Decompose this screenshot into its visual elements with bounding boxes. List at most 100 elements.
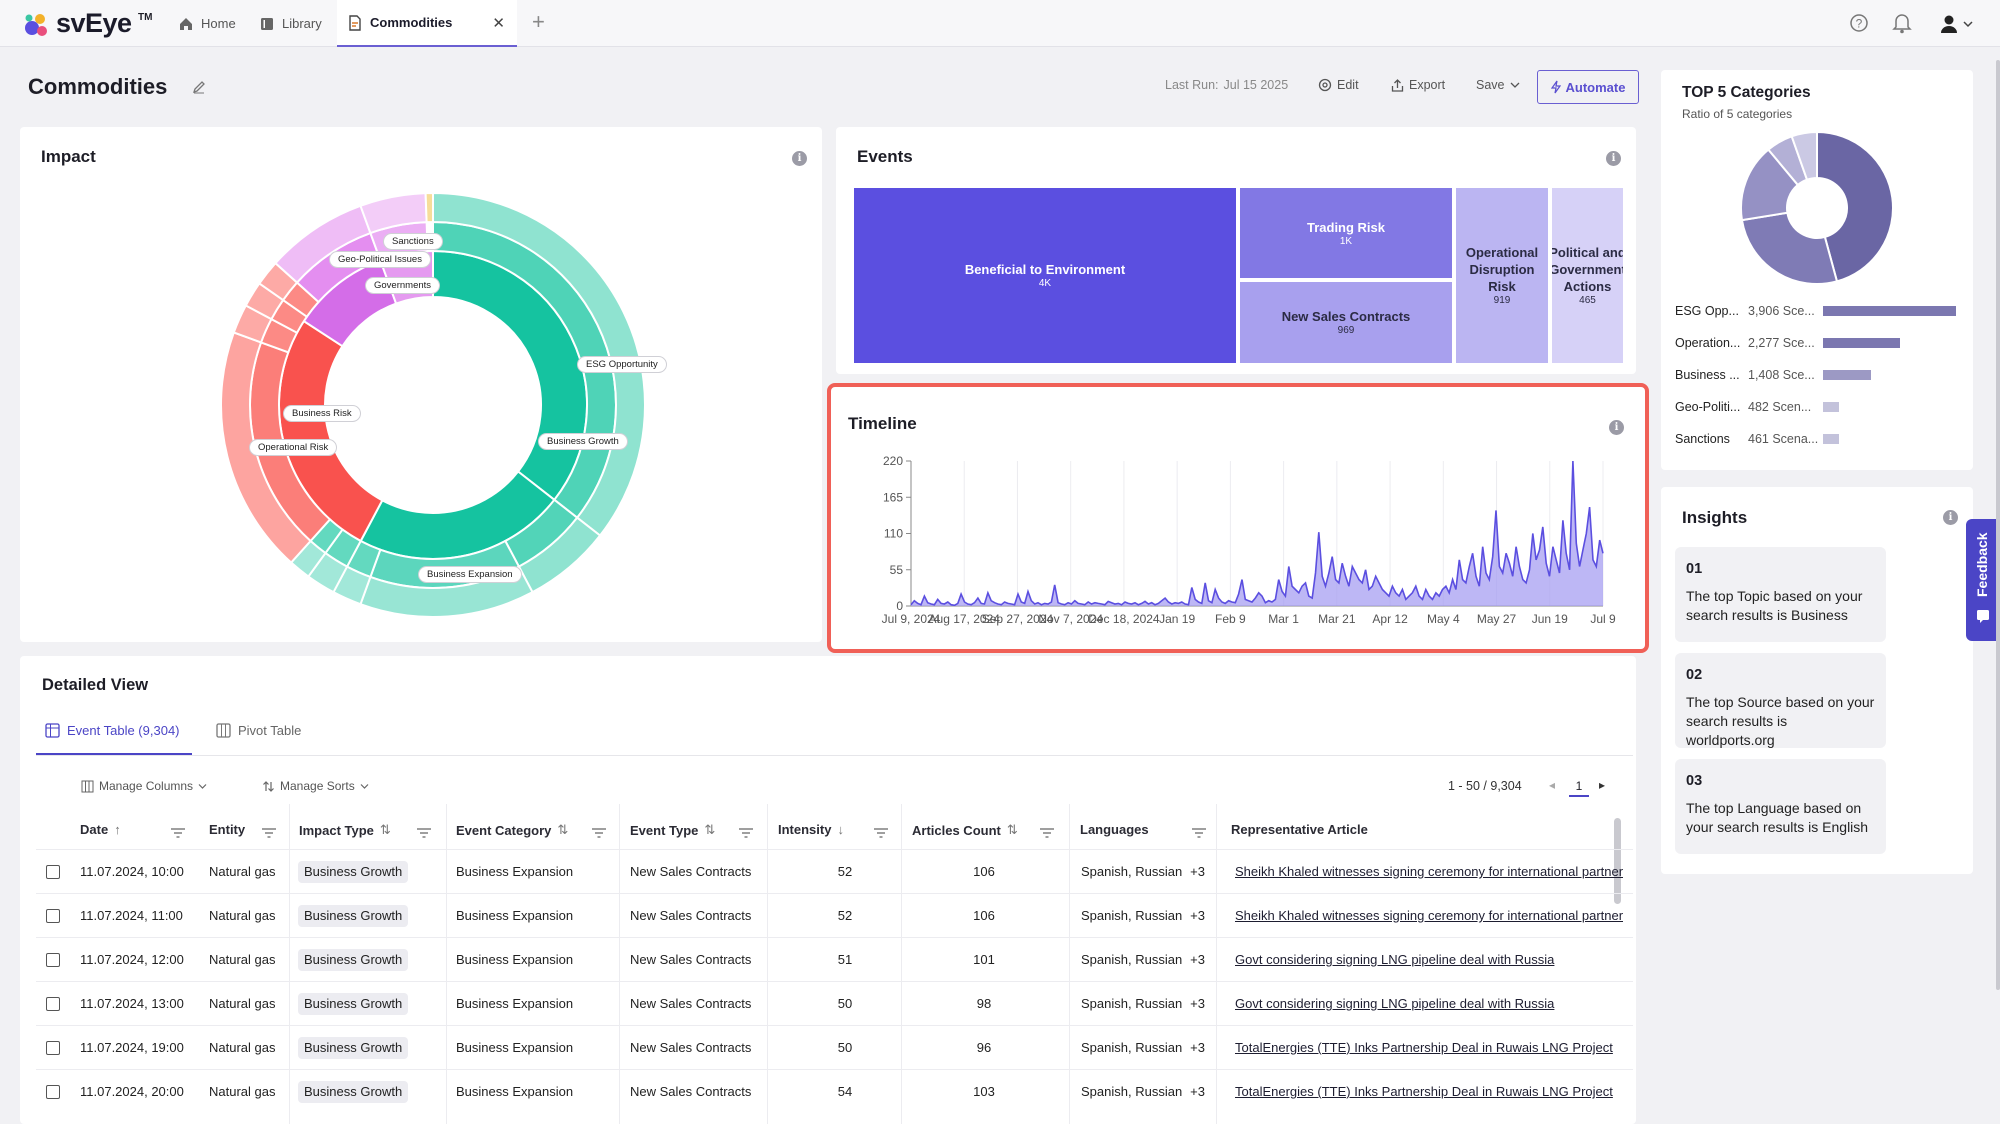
table-row[interactable]: 11.07.2024, 11:00 Natural gas Business Gro… bbox=[36, 893, 1633, 937]
table-row[interactable]: 11.07.2024, 19:00 Natural gas Business Gro… bbox=[36, 1025, 1633, 1069]
treemap-cell[interactable]: New Sales Contracts 969 bbox=[1240, 282, 1452, 363]
category-row[interactable]: Business ... 1,408 Sce... bbox=[1675, 366, 1871, 384]
col-event-type[interactable]: Event Type ⇅ bbox=[630, 822, 715, 838]
cell-article[interactable]: Sheikh Khaled witnesses signing ceremony… bbox=[1235, 894, 1623, 938]
tab-commodities[interactable]: Commodities ✕ bbox=[337, 0, 517, 47]
app-logo[interactable]: svEye TM bbox=[20, 8, 152, 40]
article-link[interactable]: TotalEnergies (TTE) Inks Partnership Dea… bbox=[1235, 1084, 1613, 1099]
more-languages[interactable]: +3 bbox=[1190, 996, 1205, 1011]
cell-article[interactable]: Govt considering signing LNG pipeline de… bbox=[1235, 938, 1623, 982]
cell-article[interactable]: Sheikh Khaled witnesses signing ceremony… bbox=[1235, 850, 1623, 894]
col-languages[interactable]: Languages bbox=[1080, 822, 1149, 837]
tab-home[interactable]: Home bbox=[168, 0, 246, 47]
category-row[interactable]: Sanctions 461 Scena... bbox=[1675, 430, 1839, 448]
current-page[interactable]: 1 bbox=[1569, 779, 1589, 797]
sort-asc-icon[interactable]: ↑ bbox=[114, 822, 121, 837]
manage-sorts-button[interactable]: Manage Sorts bbox=[262, 779, 369, 793]
info-icon[interactable]: i bbox=[1943, 510, 1958, 525]
filter-icon[interactable] bbox=[591, 826, 607, 838]
article-link[interactable]: Govt considering signing LNG pipeline de… bbox=[1235, 952, 1555, 967]
automate-button[interactable]: Automate bbox=[1537, 70, 1639, 104]
bell-icon[interactable] bbox=[1892, 12, 1912, 34]
category-row[interactable]: Geo-Politi... 482 Scen... bbox=[1675, 398, 1839, 416]
more-languages[interactable]: +3 bbox=[1190, 1040, 1205, 1055]
row-checkbox[interactable] bbox=[46, 1085, 60, 1099]
sort-icon[interactable]: ⇅ bbox=[704, 822, 716, 837]
export-button[interactable]: Export bbox=[1391, 78, 1445, 92]
manage-columns-button[interactable]: Manage Columns bbox=[81, 779, 207, 793]
table-scrollbar[interactable] bbox=[1614, 818, 1621, 904]
category-row[interactable]: Operation... 2,277 Sce... bbox=[1675, 334, 1900, 352]
feedback-button[interactable]: Feedback bbox=[1966, 519, 2000, 641]
article-link[interactable]: Sheikh Khaled witnesses signing ceremony… bbox=[1235, 908, 1623, 923]
treemap-cell[interactable]: Beneficial to Environment 4K bbox=[854, 188, 1236, 363]
more-languages[interactable]: +3 bbox=[1190, 952, 1205, 967]
impact-sunburst[interactable] bbox=[208, 191, 658, 621]
article-link[interactable]: Govt considering signing LNG pipeline de… bbox=[1235, 996, 1555, 1011]
info-icon[interactable]: i bbox=[1609, 420, 1624, 435]
col-entity[interactable]: Entity bbox=[209, 822, 245, 837]
row-checkbox[interactable] bbox=[46, 1041, 60, 1055]
donut-slice[interactable] bbox=[1816, 130, 1894, 283]
donut-slice[interactable] bbox=[1740, 211, 1839, 285]
row-checkbox[interactable] bbox=[46, 865, 60, 879]
table-row[interactable]: 11.07.2024, 13:00 Natural gas Business Gro… bbox=[36, 981, 1633, 1025]
col-date[interactable]: Date ↑ bbox=[80, 822, 121, 837]
close-tab-icon[interactable]: ✕ bbox=[492, 14, 505, 32]
prev-page-icon[interactable]: ◂ bbox=[1549, 778, 1556, 792]
category-row[interactable]: ESG Opp... 3,906 Sce... bbox=[1675, 302, 1956, 320]
timeline-area[interactable] bbox=[911, 461, 1603, 606]
edit-title-icon[interactable] bbox=[192, 80, 206, 94]
table-row[interactable]: 11.07.2024, 20:00 Natural gas Business Gro… bbox=[36, 1069, 1633, 1113]
page-scrollbar[interactable] bbox=[1996, 60, 2000, 990]
timeline-line[interactable] bbox=[910, 460, 1604, 607]
sort-icon[interactable]: ⇅ bbox=[1006, 822, 1018, 837]
cell-article[interactable]: TotalEnergies (TTE) Inks Partnership Dea… bbox=[1235, 1026, 1623, 1070]
cell-article[interactable]: Govt considering signing LNG pipeline de… bbox=[1235, 982, 1623, 1026]
more-languages[interactable]: +3 bbox=[1190, 1084, 1205, 1099]
info-icon[interactable]: i bbox=[792, 151, 807, 166]
help-icon[interactable]: ? bbox=[1849, 13, 1869, 33]
col-articles-count[interactable]: Articles Count ⇅ bbox=[912, 822, 1018, 838]
filter-icon[interactable] bbox=[1039, 826, 1055, 838]
row-checkbox[interactable] bbox=[46, 909, 60, 923]
sort-icon[interactable]: ⇅ bbox=[379, 822, 391, 837]
article-link[interactable]: TotalEnergies (TTE) Inks Partnership Dea… bbox=[1235, 1040, 1613, 1055]
new-tab-icon[interactable]: + bbox=[532, 9, 545, 34]
col-event-category[interactable]: Event Category ⇅ bbox=[456, 822, 568, 838]
table-row[interactable]: 11.07.2024, 12:00 Natural gas Business Gro… bbox=[36, 937, 1633, 981]
tab-pivot-table[interactable]: Pivot Table bbox=[216, 723, 301, 738]
treemap-cell[interactable]: Political and Government Actions 465 bbox=[1552, 188, 1623, 363]
treemap-cell[interactable]: Trading Risk 1K bbox=[1240, 188, 1452, 278]
table-row[interactable]: 11.07.2024, 10:00 Natural gas Business Gro… bbox=[36, 849, 1633, 893]
filter-icon[interactable] bbox=[416, 826, 432, 838]
filter-icon[interactable] bbox=[738, 826, 754, 838]
more-languages[interactable]: +3 bbox=[1190, 864, 1205, 879]
donut-slice[interactable] bbox=[1790, 130, 1818, 181]
tab-event-table[interactable]: Event Table (9,304) bbox=[45, 723, 180, 738]
tab-library[interactable]: Library bbox=[249, 0, 332, 47]
row-checkbox[interactable] bbox=[46, 997, 60, 1011]
filter-icon[interactable] bbox=[873, 826, 889, 838]
filter-icon[interactable] bbox=[170, 826, 186, 838]
save-dropdown[interactable]: Save bbox=[1476, 78, 1520, 92]
filter-icon[interactable] bbox=[261, 826, 277, 838]
info-icon[interactable]: i bbox=[1606, 151, 1621, 166]
next-page-icon[interactable]: ▸ bbox=[1599, 778, 1606, 792]
sunburst-segment[interactable] bbox=[424, 191, 434, 224]
col-impact-type[interactable]: Impact Type ⇅ bbox=[299, 822, 391, 838]
treemap-cell[interactable]: Operational Disruption Risk 919 bbox=[1456, 188, 1548, 363]
cell-article[interactable]: TotalEnergies (TTE) Inks Partnership Dea… bbox=[1235, 1070, 1623, 1114]
col-representative-article[interactable]: Representative Article bbox=[1231, 822, 1368, 837]
sort-desc-icon[interactable]: ↓ bbox=[837, 822, 844, 837]
col-intensity[interactable]: Intensity ↓ bbox=[778, 822, 844, 837]
sort-icon[interactable]: ⇅ bbox=[557, 822, 569, 837]
article-link[interactable]: Sheikh Khaled witnesses signing ceremony… bbox=[1235, 864, 1623, 879]
edit-button[interactable]: Edit bbox=[1318, 78, 1359, 92]
top5-donut[interactable] bbox=[1737, 128, 1897, 288]
filter-icon[interactable] bbox=[1191, 826, 1207, 838]
user-menu-icon[interactable] bbox=[1940, 13, 1974, 35]
more-languages[interactable]: +3 bbox=[1190, 908, 1205, 923]
row-checkbox[interactable] bbox=[46, 953, 60, 967]
